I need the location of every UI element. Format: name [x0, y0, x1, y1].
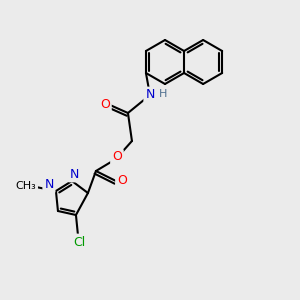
Text: O: O — [117, 175, 127, 188]
Text: O: O — [112, 151, 122, 164]
Text: N: N — [69, 167, 79, 181]
Text: H: H — [159, 89, 167, 99]
Text: O: O — [100, 98, 110, 110]
Text: Cl: Cl — [73, 236, 85, 248]
Text: CH₃: CH₃ — [16, 181, 36, 191]
Text: N: N — [145, 88, 154, 101]
Text: N: N — [44, 178, 54, 191]
